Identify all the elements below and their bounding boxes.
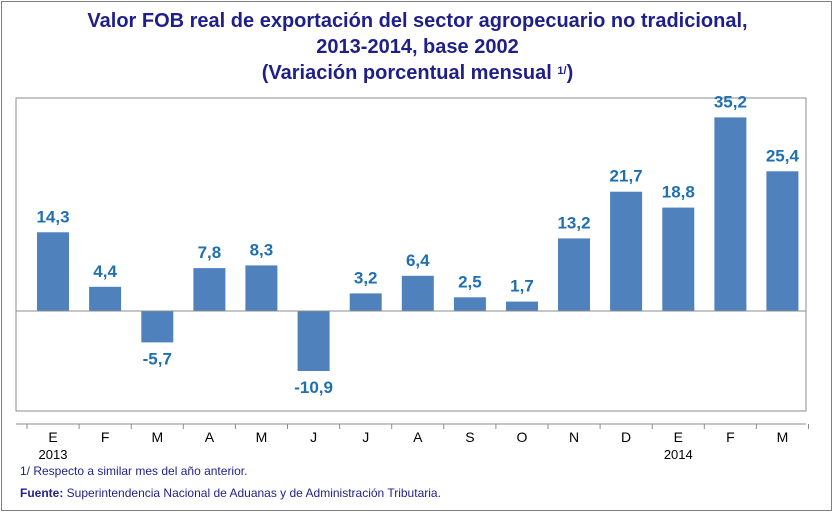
data-label-6: 3,2 bbox=[354, 268, 378, 287]
source-text: Superintendencia Nacional de Aduanas y d… bbox=[63, 486, 441, 500]
data-label-2: -5,7 bbox=[143, 349, 172, 368]
category-label-14: M bbox=[777, 429, 789, 445]
bar-11 bbox=[610, 191, 643, 311]
bar-7 bbox=[401, 275, 434, 311]
bar-2 bbox=[141, 311, 174, 343]
category-label-13: F bbox=[726, 429, 735, 445]
bar-13 bbox=[714, 117, 747, 312]
chart-title-line3-end: ) bbox=[566, 62, 574, 84]
chart-title: Valor FOB real de exportación del sector… bbox=[0, 8, 835, 86]
category-label-11: D bbox=[621, 429, 631, 445]
data-label-3: 7,8 bbox=[198, 243, 222, 262]
category-label-9: O bbox=[517, 429, 528, 445]
footnote: 1/ Respecto a similar mes del año anteri… bbox=[20, 464, 248, 478]
data-label-0: 14,3 bbox=[36, 207, 69, 226]
data-label-10: 13,2 bbox=[557, 213, 590, 232]
bar-4 bbox=[245, 265, 278, 312]
chart-title-footnote-mark: 1/ bbox=[557, 65, 567, 77]
category-label-6: J bbox=[362, 429, 369, 445]
data-label-11: 21,7 bbox=[610, 167, 643, 186]
plot-area bbox=[15, 97, 807, 412]
source-note: Fuente: Superintendencia Nacional de Adu… bbox=[20, 486, 441, 500]
bar-8 bbox=[453, 297, 486, 312]
chart-title-line1: Valor FOB real de exportación del sector… bbox=[87, 10, 748, 32]
chart-title-line3-text: (Variación porcentual mensual bbox=[261, 62, 558, 84]
bar-9 bbox=[506, 301, 538, 311]
source-label: Fuente: bbox=[20, 486, 64, 500]
category-label-8: S bbox=[465, 429, 474, 445]
bar-10 bbox=[558, 238, 590, 311]
bar-12 bbox=[662, 207, 695, 311]
category-label-12: E bbox=[674, 429, 683, 445]
data-label-13: 35,2 bbox=[714, 92, 747, 111]
data-label-5: -10,9 bbox=[294, 378, 333, 397]
data-label-8: 2,5 bbox=[458, 272, 482, 291]
bar-3 bbox=[193, 268, 226, 311]
data-label-12: 18,8 bbox=[662, 183, 695, 202]
category-label-2: M bbox=[151, 429, 163, 445]
bar-14 bbox=[766, 171, 799, 311]
category-labels: E F M A M J J A S O N D E F M 2013 2014 bbox=[39, 429, 789, 462]
data-label-9: 1,7 bbox=[510, 277, 534, 296]
category-label-1: F bbox=[101, 429, 110, 445]
category-label-0: E bbox=[48, 429, 57, 445]
data-label-14: 25,4 bbox=[766, 146, 800, 165]
chart-title-line2: 2013-2014, base 2002 bbox=[316, 36, 519, 58]
category-label-3: A bbox=[205, 429, 215, 445]
bar-1 bbox=[89, 286, 122, 311]
bar-6 bbox=[349, 293, 382, 311]
category-label-7: A bbox=[413, 429, 423, 445]
category-label-10: N bbox=[569, 429, 579, 445]
category-label-5: J bbox=[310, 429, 317, 445]
year-label-1: 2014 bbox=[664, 447, 693, 462]
category-label-4: M bbox=[256, 429, 268, 445]
data-label-4: 8,3 bbox=[250, 240, 274, 259]
year-label-0: 2013 bbox=[39, 447, 68, 462]
chart-title-line3: (Variación porcentual mensual 1/) bbox=[0, 60, 835, 86]
bars-group bbox=[37, 117, 799, 371]
data-label-7: 6,4 bbox=[406, 251, 430, 270]
data-labels: 14,3 4,4 -5,7 7,8 8,3 -10,9 3,2 6,4 2,5 1,7 13,2 21… bbox=[36, 92, 800, 397]
bar-0 bbox=[37, 232, 69, 311]
category-ticks bbox=[26, 424, 809, 429]
data-label-1: 4,4 bbox=[93, 262, 117, 281]
bar-5 bbox=[297, 311, 330, 371]
